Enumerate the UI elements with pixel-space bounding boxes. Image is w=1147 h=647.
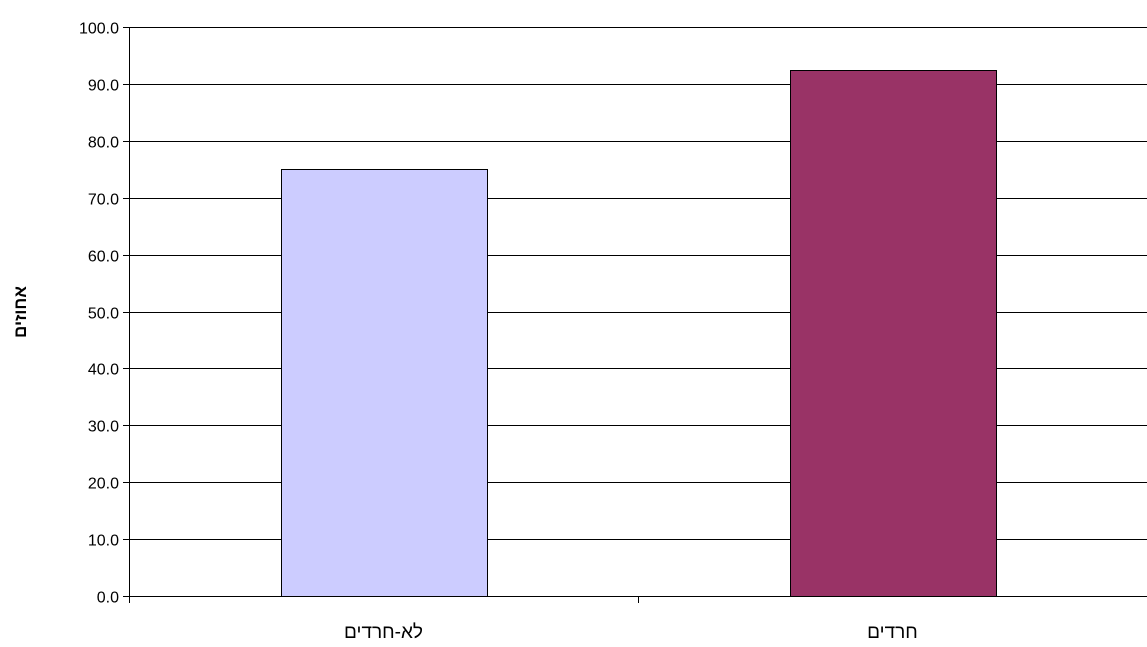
y-tick-label: 30.0 — [88, 419, 119, 436]
y-tick-label: 20.0 — [88, 476, 119, 493]
y-tick-label: 50.0 — [88, 306, 119, 323]
x-category-label: חרדים — [867, 622, 918, 642]
y-tick-label: 80.0 — [88, 135, 119, 152]
y-tick-label: 100.0 — [79, 21, 119, 38]
y-tick-label: 40.0 — [88, 362, 119, 379]
y-tick-label: 0.0 — [97, 590, 119, 607]
y-tick-label: 10.0 — [88, 533, 119, 550]
y-axis-title: אחוזים — [11, 286, 30, 338]
bars — [281, 70, 997, 597]
bar — [281, 169, 488, 597]
labels: 0.0 10.0 20.0 30.0 40.0 50.0 60.0 70.0 80.0 90.0 1… — [79, 21, 918, 644]
y-tick-label: 90.0 — [88, 78, 119, 95]
y-tick-label: 60.0 — [88, 249, 119, 266]
y-tick-label: 70.0 — [88, 192, 119, 209]
axes — [123, 27, 1147, 603]
bar — [790, 70, 997, 597]
x-category-label: לא-חרדים — [344, 622, 423, 642]
